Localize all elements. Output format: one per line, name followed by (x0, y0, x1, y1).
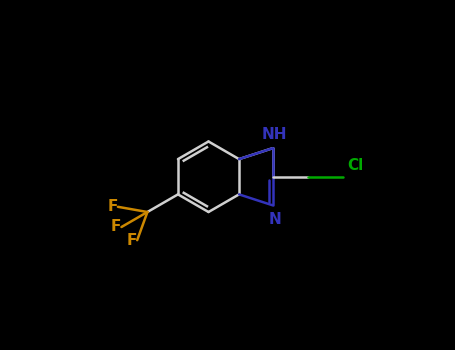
Text: N: N (269, 212, 282, 227)
Text: F: F (107, 199, 118, 214)
Text: Cl: Cl (347, 158, 364, 173)
Text: NH: NH (262, 127, 287, 142)
Text: F: F (111, 219, 121, 234)
Text: F: F (127, 233, 137, 248)
